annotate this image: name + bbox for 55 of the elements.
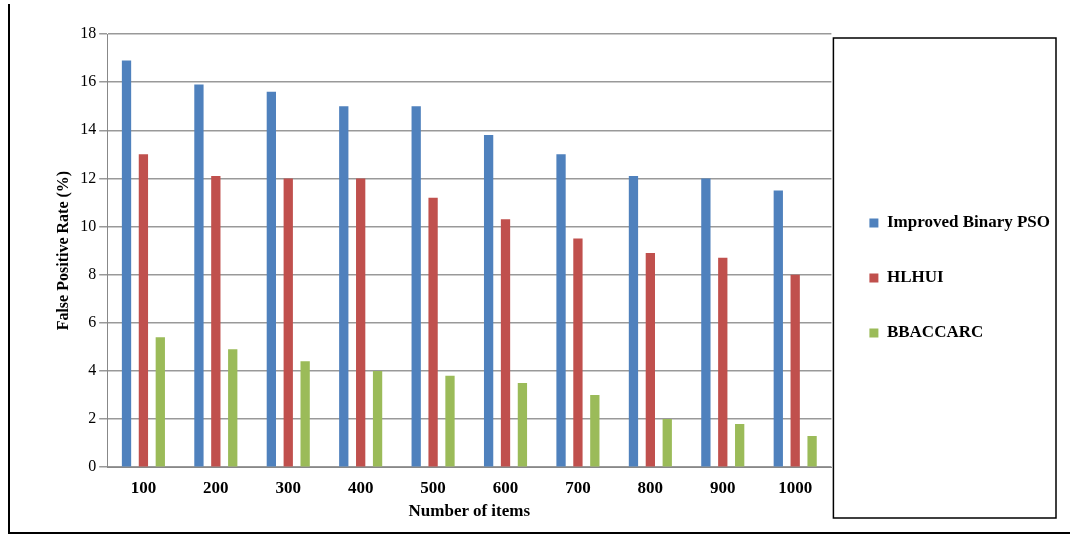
- x-tick-label: 800: [637, 477, 664, 497]
- bar: [701, 178, 711, 467]
- bar: [500, 219, 511, 467]
- bar: [573, 238, 583, 467]
- y-tick-label: 2: [88, 409, 97, 427]
- x-tick-label: 600: [492, 477, 519, 497]
- bar: [645, 253, 655, 467]
- bar: [517, 382, 528, 467]
- bar: [356, 178, 366, 467]
- bar: [283, 178, 293, 467]
- bar: [790, 274, 800, 467]
- y-tick-label: 10: [80, 216, 97, 234]
- bar: [194, 84, 204, 467]
- y-tick-label: 6: [88, 313, 97, 330]
- x-tick-label: 500: [420, 477, 446, 497]
- bar: [121, 60, 132, 467]
- y-axis-title: False Positive Rate (%): [53, 170, 72, 331]
- bar: [266, 91, 276, 467]
- legend-label: Improved Binary PSO: [886, 212, 1050, 232]
- bar: [228, 349, 238, 467]
- x-tick-label: 100: [130, 477, 157, 497]
- y-tick-label: 18: [80, 24, 97, 42]
- y-tick-label: 0: [88, 457, 97, 475]
- bar: [628, 175, 639, 467]
- x-axis-title: Number of items: [408, 501, 531, 521]
- bar: [211, 175, 221, 467]
- bar: [556, 154, 566, 467]
- bar: [300, 361, 310, 467]
- y-tick-label: 4: [88, 361, 97, 379]
- y-tick-label: 12: [80, 168, 97, 186]
- y-tick-label: 14: [80, 120, 97, 138]
- bar: [483, 135, 494, 467]
- legend-label: HLHUI: [886, 267, 944, 287]
- x-tick-label: 300: [275, 477, 301, 497]
- bar: [372, 370, 383, 467]
- x-tick-label: 900: [710, 477, 736, 497]
- bar: [807, 435, 817, 467]
- y-tick-label: 8: [88, 264, 97, 282]
- bar: [155, 337, 165, 467]
- y-tick-label: 16: [80, 72, 97, 90]
- bar: [662, 419, 672, 467]
- bar: [445, 375, 455, 467]
- legend-label: BBACCARC: [886, 322, 984, 342]
- x-tick-label: 400: [347, 477, 374, 497]
- bar: [773, 190, 783, 467]
- bar: [138, 154, 149, 467]
- bar: [339, 106, 349, 467]
- bar: [718, 257, 728, 467]
- bar: [590, 395, 600, 467]
- bar: [411, 106, 421, 467]
- bar: [428, 197, 438, 467]
- x-tick-label: 200: [203, 477, 229, 497]
- x-tick-label: 1000: [778, 477, 813, 497]
- x-tick-label: 700: [565, 477, 591, 497]
- bar: [735, 423, 745, 467]
